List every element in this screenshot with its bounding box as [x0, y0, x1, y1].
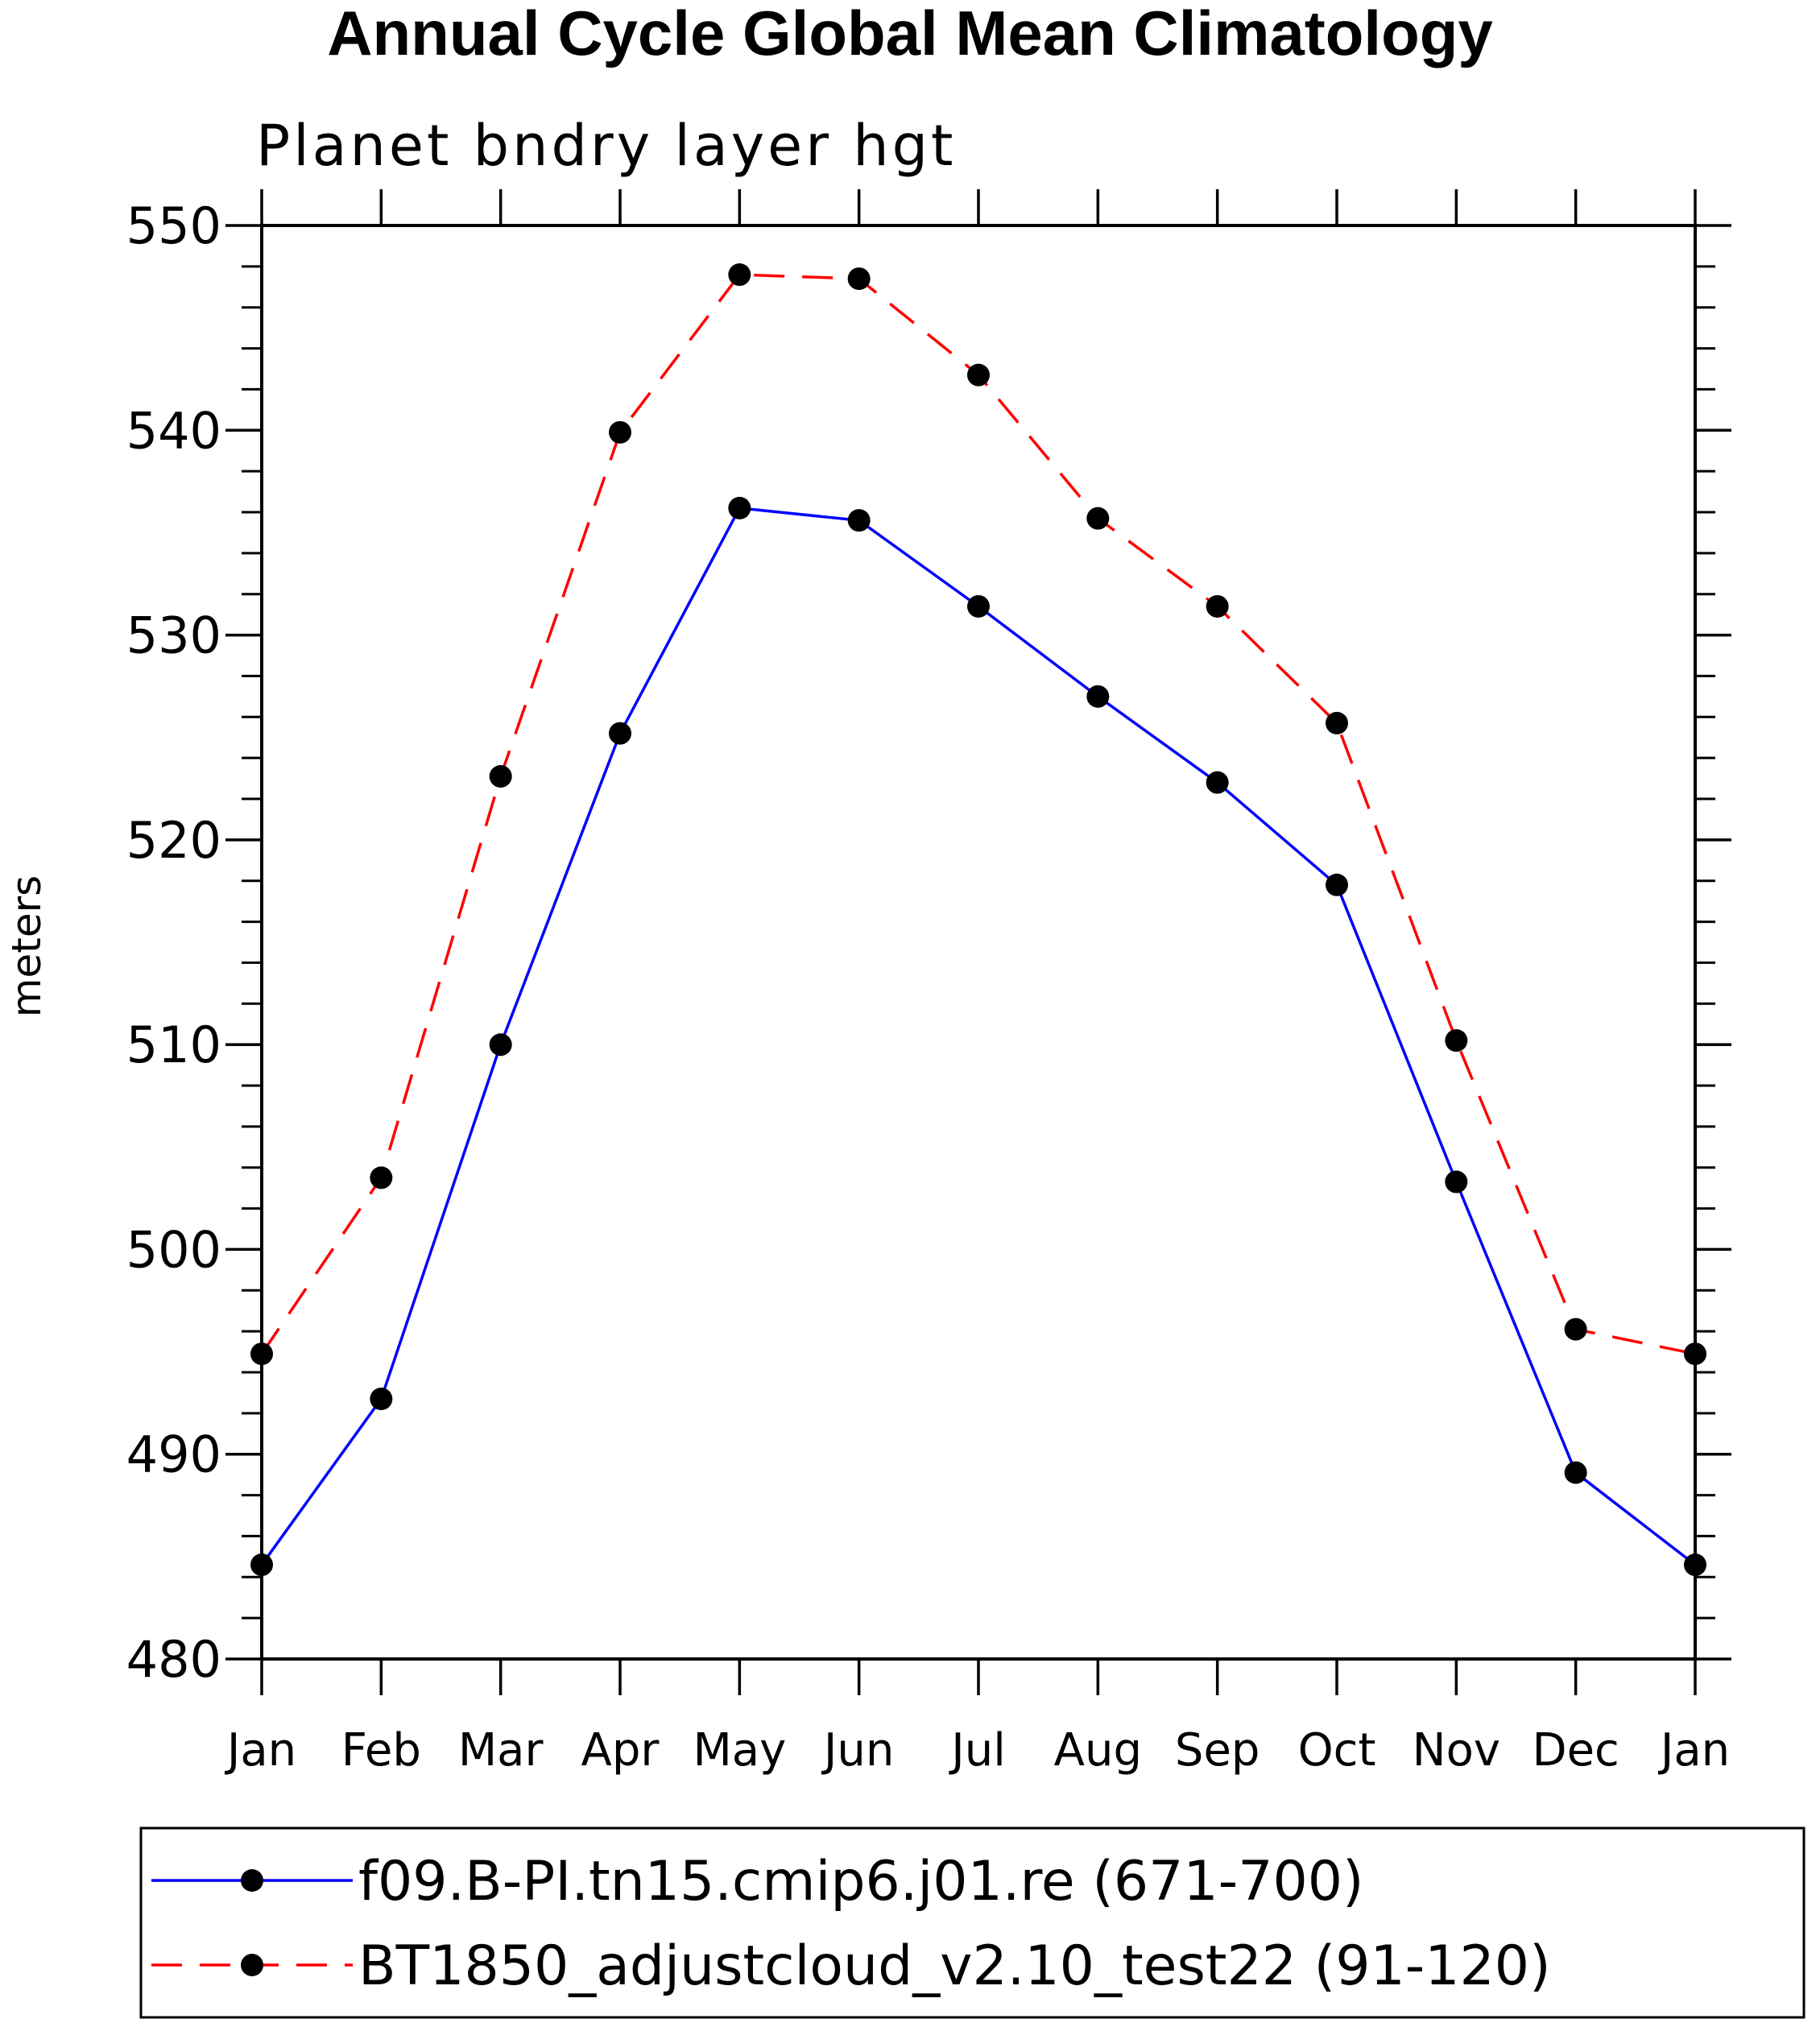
x-tick-label: Feb [341, 1724, 421, 1777]
data-point-series-1 [1564, 1461, 1587, 1484]
data-point-series-1 [1684, 1553, 1706, 1577]
x-tick-label: Apr [581, 1724, 660, 1777]
data-point-series-2 [1684, 1342, 1706, 1366]
y-tick-label: 540 [126, 401, 221, 460]
data-point-series-1 [847, 509, 871, 532]
data-point-series-2 [1086, 507, 1110, 530]
x-tick-label: May [693, 1724, 786, 1777]
legend: f09.B-PI.tn15.cmip6.j01.re (671-700) BT1… [139, 1826, 1806, 2019]
x-tick-label: Mar [458, 1724, 544, 1777]
y-axis-label: meters [3, 875, 50, 1017]
legend-marker-series-1 [241, 1869, 263, 1892]
legend-label-series-1: f09.B-PI.tn15.cmip6.j01.re (671-700) [358, 1850, 1364, 1913]
data-point-series-1 [1206, 771, 1229, 794]
x-tick-label: Oct [1298, 1724, 1376, 1777]
data-point-series-1 [609, 722, 631, 745]
x-tick-label: Jan [225, 1724, 296, 1777]
chart-subtitle: Planet bndry layer hgt [256, 113, 956, 179]
x-tick-label: Jun [821, 1724, 895, 1777]
data-point-series-1 [1326, 873, 1348, 896]
data-point-series-2 [847, 267, 871, 291]
y-tick-label: 530 [126, 606, 221, 665]
x-tick-label: Jan [1658, 1724, 1730, 1777]
x-tick-label: Dec [1532, 1724, 1619, 1777]
x-tick-label: Nov [1413, 1724, 1500, 1777]
plot-area: 480 490 500 510 520 530 540 550 Jan Feb Mar Apr May… [126, 189, 1731, 1777]
y-tick-label: 520 [126, 811, 221, 870]
legend-box [139, 1826, 1806, 2019]
x-tick-label: Jul [949, 1724, 1006, 1777]
data-point-series-2 [1206, 594, 1229, 618]
data-point-series-1 [489, 1033, 512, 1057]
y-tick-label: 480 [126, 1630, 221, 1689]
chart-title: Annual Cycle Global Mean Climatology [327, 0, 1493, 68]
data-point-series-1 [728, 496, 751, 519]
data-point-series-1 [967, 594, 990, 618]
y-tick-label: 550 [126, 197, 221, 255]
data-point-series-2 [1326, 711, 1348, 734]
series-line-1 [260, 507, 1697, 1566]
y-tick-label: 490 [126, 1425, 221, 1484]
data-point-series-2 [489, 765, 512, 788]
x-axis-tick-labels: Jan Feb Mar Apr May Jun Jul Aug Sep Oct Nov Dec Jan [225, 1724, 1730, 1777]
data-point-series-2 [728, 263, 751, 287]
data-point-series-1 [1445, 1170, 1468, 1194]
legend-marker-series-2 [241, 1954, 263, 1976]
data-point-series-2 [1564, 1318, 1587, 1341]
data-point-series-1 [250, 1553, 273, 1577]
y-tick-label: 510 [126, 1016, 221, 1074]
x-tick-label: Aug [1054, 1724, 1142, 1777]
y-tick-label: 500 [126, 1220, 221, 1279]
data-point-series-1 [370, 1388, 393, 1411]
y-axis-ticks [225, 224, 1731, 1661]
data-point-series-2 [967, 363, 990, 387]
data-point-series-2 [609, 420, 631, 444]
series-layer [250, 263, 1706, 1577]
data-point-series-2 [370, 1166, 393, 1189]
legend-label-series-2: BT1850_adjustcloud_v2.10_test22 (91-120) [358, 1934, 1551, 1998]
x-tick-label: Sep [1175, 1724, 1260, 1777]
data-point-series-2 [250, 1342, 273, 1366]
plot-frame [260, 224, 1697, 1661]
y-axis-tick-labels: 480 490 500 510 520 530 540 550 [126, 197, 221, 1689]
data-point-series-1 [1086, 685, 1110, 708]
data-point-series-2 [1445, 1029, 1468, 1053]
series-line-2 [260, 273, 1696, 1355]
x-axis-ticks [260, 189, 1697, 1695]
